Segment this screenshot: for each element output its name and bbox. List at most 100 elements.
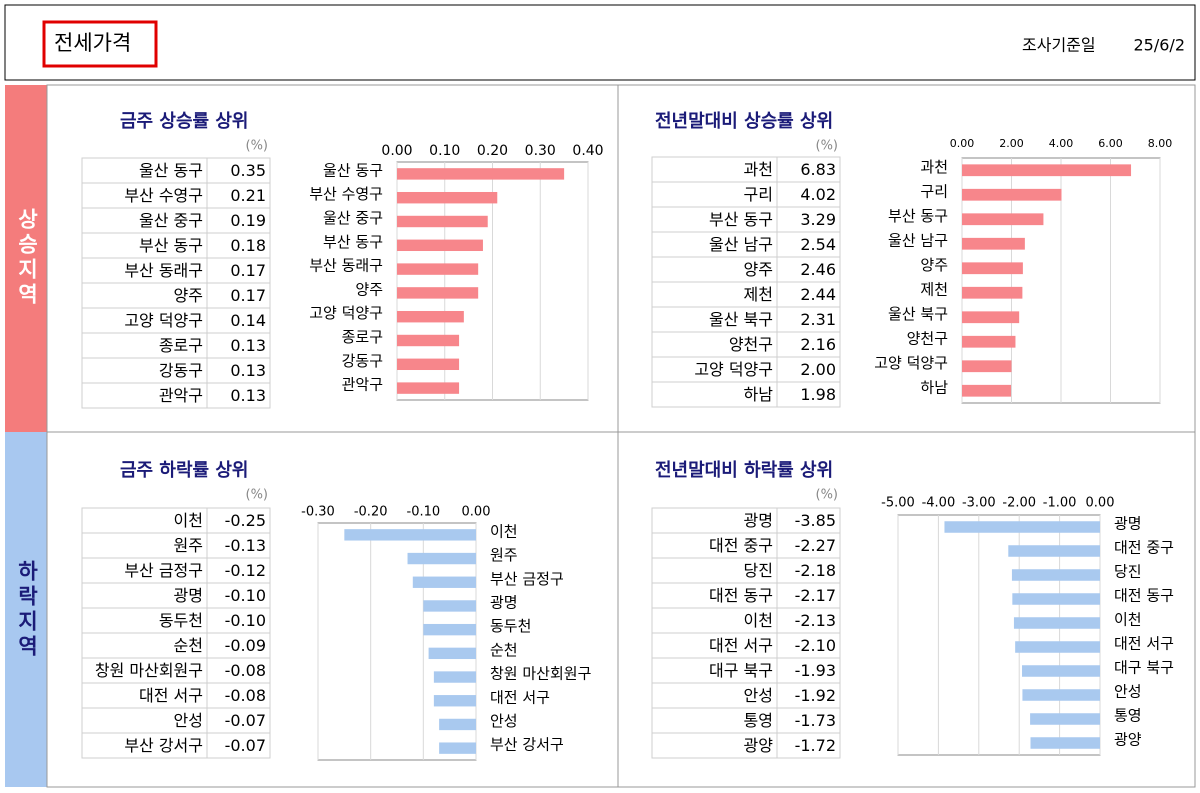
y-tick-label: 부산 동래구 [309, 257, 383, 275]
table-value: -0.12 [225, 561, 266, 580]
table-category: 부산 동래구 [124, 261, 203, 280]
table-cell [776, 682, 841, 709]
table-category: 구리 [744, 185, 773, 204]
y-tick-label: 이천 [490, 522, 518, 540]
y-tick-label: 동두천 [490, 617, 531, 635]
y-tick-label: 부산 금정구 [490, 570, 564, 588]
table-cell [651, 682, 778, 709]
y-tick-label: 종로구 [342, 328, 383, 346]
x-tick-label: -2.00 [1002, 496, 1036, 511]
table-category: 대전 서구 [709, 636, 773, 655]
y-tick-label: 제천 [920, 280, 948, 298]
table-cell [776, 181, 841, 208]
table-value: -1.72 [795, 736, 836, 755]
x-tick-label: 6.00 [1098, 137, 1123, 150]
y-tick-label: 부산 강서구 [490, 736, 564, 754]
table-category: 부산 금정구 [124, 561, 203, 580]
bar [412, 576, 476, 588]
table-category: 부산 동구 [709, 210, 773, 229]
bar [1013, 617, 1100, 629]
table-value: 1.98 [800, 385, 836, 404]
x-tick-label: 0.00 [381, 143, 412, 159]
y-tick-label: 고양 덕양구 [874, 354, 948, 372]
y-tick-label: 부산 동구 [323, 233, 383, 251]
bar [397, 191, 498, 204]
bar [962, 311, 1020, 324]
unit-label: (%) [816, 488, 839, 503]
chart-title: 전년말대비 상승률 상위 [655, 111, 833, 132]
x-tick-label: 0.30 [525, 143, 556, 159]
table-cell [81, 532, 208, 559]
bar [962, 286, 1023, 299]
table-value: 2.31 [800, 310, 836, 329]
table-category: 울산 동구 [139, 161, 203, 180]
bar [962, 188, 1062, 201]
chart-title: 금주 상승률 상위 [120, 111, 248, 132]
x-tick-label: -0.10 [407, 505, 441, 520]
y-tick-label: 창원 마산회원구 [490, 665, 591, 683]
table-cell [651, 732, 778, 759]
table-category: 강동구 [159, 361, 203, 380]
table-cell [81, 732, 208, 759]
y-tick-label: 양주 [355, 280, 383, 298]
y-tick-label: 부산 동구 [888, 207, 948, 225]
chart-title: 금주 하락률 상위 [120, 460, 248, 481]
table-category: 안성 [744, 686, 773, 705]
table-cell [776, 306, 841, 333]
table-category: 대전 동구 [709, 586, 773, 605]
table-cell [206, 157, 271, 184]
table-cell [651, 181, 778, 208]
table-category: 울산 남구 [709, 235, 773, 254]
table-value: -0.07 [225, 736, 266, 755]
table-cell [776, 156, 841, 183]
section-band [5, 432, 47, 787]
table-category: 이천 [744, 611, 773, 630]
table-value: 2.16 [800, 335, 836, 354]
survey-label: 조사기준일 [1022, 36, 1096, 55]
table-value: -0.10 [225, 611, 266, 630]
table-value: -0.09 [225, 636, 266, 655]
table-category: 과천 [744, 160, 773, 179]
table-value: -1.73 [795, 711, 836, 730]
y-tick-label: 울산 동구 [323, 161, 383, 179]
section-band [5, 85, 47, 432]
table-cell [651, 281, 778, 308]
table-value: -3.85 [795, 511, 836, 530]
bar [397, 215, 488, 228]
table-value: 2.44 [800, 285, 836, 304]
x-tick-label: 0.40 [572, 143, 603, 159]
table-category: 울산 중구 [139, 211, 203, 230]
bar [397, 287, 479, 299]
bar [1022, 689, 1100, 701]
table-category: 종로구 [159, 336, 203, 355]
table-cell [81, 307, 208, 334]
table-value: -0.25 [225, 511, 266, 530]
table-cell [776, 532, 841, 559]
bar [1011, 569, 1100, 581]
bar [397, 168, 565, 180]
x-tick-label: -5.00 [881, 496, 915, 511]
table-cell [776, 557, 841, 584]
table-cell [206, 282, 271, 309]
y-tick-label: 양천구 [907, 329, 948, 347]
y-tick-label: 관악구 [342, 376, 383, 394]
page-title: 전세가격 [54, 31, 131, 55]
table-category: 대전 중구 [709, 536, 773, 555]
y-tick-label: 원주 [490, 546, 518, 564]
header-box [4, 4, 1196, 81]
x-tick-label: 4.00 [1049, 137, 1074, 150]
survey-date: 25/6/2 [1134, 36, 1186, 55]
chart-title: 전년말대비 하락률 상위 [655, 460, 833, 481]
bar [962, 164, 1132, 177]
table-cell [651, 256, 778, 283]
bar [1008, 545, 1100, 557]
table-cell [651, 306, 778, 333]
x-tick-label: 0.00 [950, 137, 975, 150]
unit-label: (%) [816, 139, 839, 154]
bar [439, 718, 476, 731]
table-cell [206, 582, 271, 609]
bar [962, 262, 1023, 275]
y-tick-label: 대전 동구 [1114, 587, 1174, 605]
table-category: 고양 덕양구 [694, 360, 773, 379]
